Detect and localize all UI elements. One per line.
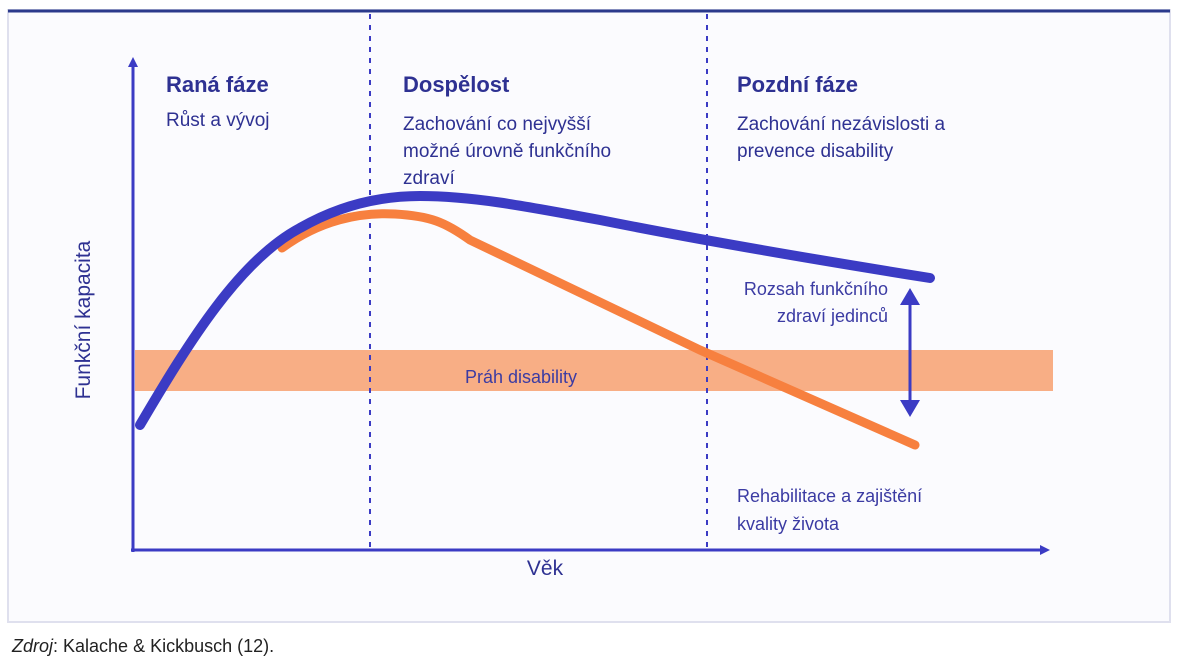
phase-description: Zachování nezávislosti a bbox=[737, 114, 945, 135]
phase-title: Pozdní fáze bbox=[737, 72, 858, 97]
y-axis-label: Funkční kapacita bbox=[72, 240, 95, 399]
range-annotation: zdraví jedinců bbox=[777, 306, 888, 326]
phase-description: Zachování co nejvyšší bbox=[403, 114, 592, 135]
phase-description: zdraví bbox=[403, 168, 455, 189]
phase-description: prevence disability bbox=[737, 141, 894, 162]
rehab-annotation: Rehabilitace a zajištění bbox=[737, 486, 922, 506]
frame bbox=[7, 9, 1171, 623]
capacity-curve bbox=[135, 190, 935, 430]
phase-description: Růst a vývoj bbox=[166, 110, 269, 131]
phase-description: možné úrovně funkčního bbox=[403, 141, 611, 162]
phase-title: Dospělost bbox=[403, 72, 510, 97]
x-axis-label: Věk bbox=[527, 557, 564, 580]
phase-title: Raná fáze bbox=[166, 72, 269, 97]
threshold-band bbox=[135, 350, 1053, 391]
rehab-annotation: kvality života bbox=[737, 514, 840, 534]
source-label: Zdroj bbox=[11, 636, 54, 656]
individual-curve bbox=[277, 209, 920, 450]
range-annotation: Rozsah funkčního bbox=[744, 279, 888, 299]
threshold-label: Práh disability bbox=[465, 367, 577, 387]
source-text: : Kalache & Kickbusch (12). bbox=[53, 636, 274, 656]
source: Zdroj: Kalache & Kickbusch (12). bbox=[11, 636, 274, 656]
